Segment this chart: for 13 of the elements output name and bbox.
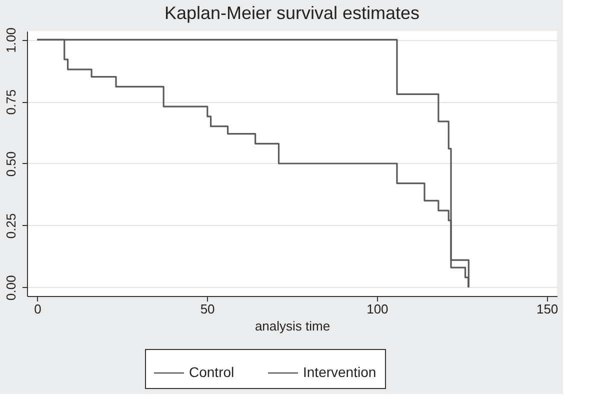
x-tick-label: 0 — [34, 302, 42, 316]
y-tick-label: 0.25 — [4, 213, 18, 239]
chart-title: Kaplan-Meier survival estimates — [164, 3, 420, 24]
legend-label: Intervention — [303, 364, 376, 380]
x-tick-label: 50 — [200, 302, 215, 316]
y-tick-label: 1.00 — [4, 28, 18, 53]
y-tick-label: 0.50 — [4, 151, 18, 177]
legend-label: Control — [189, 364, 234, 380]
x-tick-label: 100 — [366, 302, 388, 316]
y-tick-label: 0.00 — [4, 275, 18, 300]
y-tick-label: 0.75 — [4, 89, 18, 115]
x-axis-title: analysis time — [254, 318, 330, 334]
x-tick-label: 150 — [536, 302, 558, 316]
